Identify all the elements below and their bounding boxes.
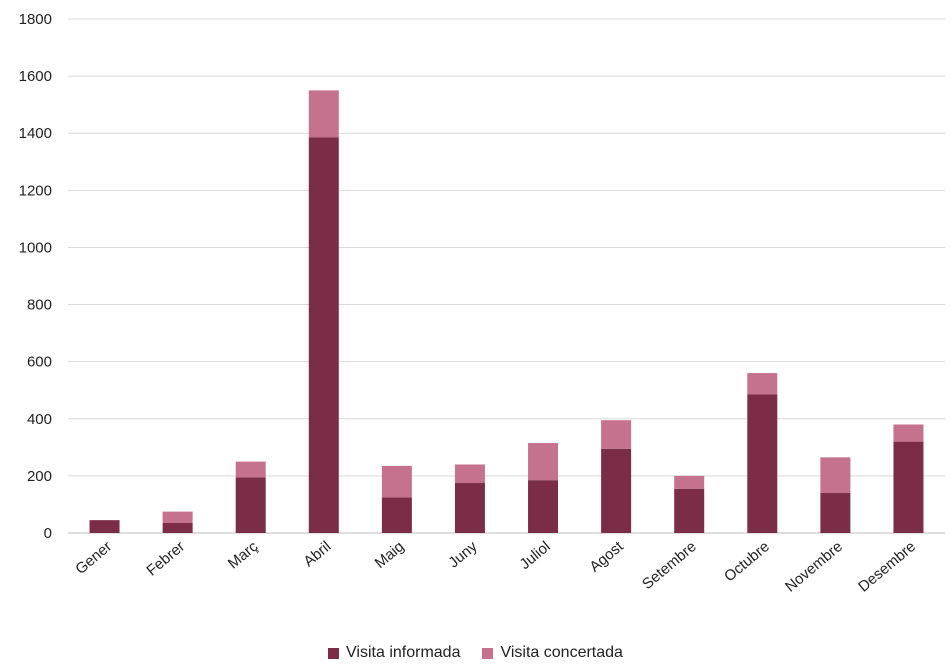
bar-octubre-series-1: [747, 373, 778, 395]
y-tick-label-1800: 1800: [19, 11, 52, 28]
bar-març-series-0: [235, 477, 266, 533]
bar-novembre-series-1: [820, 457, 851, 494]
x-tick-label-febrer: Febrer: [143, 538, 188, 579]
bar-juny-series-0: [454, 483, 485, 533]
bar-desembre-series-0: [893, 441, 924, 533]
x-tick-label-novembre: Novembre: [782, 538, 846, 596]
y-tick-label-800: 800: [27, 297, 52, 314]
y-tick-label-400: 400: [27, 411, 52, 428]
bar-juliol-series-0: [528, 480, 559, 533]
y-tick-label-0: 0: [44, 525, 52, 542]
x-tick-label-juny: Juny: [445, 538, 481, 572]
y-tick-label-1400: 1400: [19, 125, 52, 142]
x-tick-label-agost: Agost: [586, 538, 627, 576]
bar-maig-series-0: [381, 497, 412, 533]
x-tick-label-desembre: Desembre: [855, 538, 919, 596]
bar-abril-series-1: [308, 90, 339, 138]
legend-swatch-concertada: [482, 647, 494, 659]
stacked-bar-chart: 0 200 400 600 800 1000 1200 1400 1600 1800 Gener Fe…: [19, 11, 945, 596]
bar-febrer-series-0: [162, 523, 193, 533]
legend-item-concertada: Visita concertada: [482, 644, 623, 662]
y-tick-label-200: 200: [27, 468, 52, 485]
x-tick-label-març: Març: [225, 538, 262, 573]
bar-juny-series-1: [454, 464, 485, 484]
chart-legend: Visita informada Visita concertada: [0, 644, 951, 662]
bar-agost-series-1: [601, 420, 632, 449]
bar-febrer-series-1: [162, 511, 193, 524]
bar-octubre-series-0: [747, 394, 778, 533]
x-tick-label-abril: Abril: [300, 538, 334, 570]
x-tick-label-maig: Maig: [372, 538, 408, 572]
y-tick-label-1000: 1000: [19, 239, 52, 256]
bar-setembre-series-1: [674, 475, 705, 489]
y-tick-label-1600: 1600: [19, 68, 52, 85]
y-tick-label-1200: 1200: [19, 182, 52, 199]
x-tick-label-juliol: Juliol: [516, 538, 553, 573]
bar-setembre-series-0: [674, 488, 705, 533]
bar-març-series-1: [235, 461, 266, 478]
bar-abril-series-0: [308, 137, 339, 533]
y-tick-label-600: 600: [27, 354, 52, 371]
bar-novembre-series-0: [820, 493, 851, 533]
bar-juliol-series-1: [528, 443, 559, 481]
x-tick-label-setembre: Setembre: [639, 538, 700, 593]
x-tick-label-gener: Gener: [72, 538, 115, 578]
legend-label-concertada: Visita concertada: [500, 644, 623, 661]
legend-item-informada: Visita informada: [328, 644, 460, 662]
bar-agost-series-0: [601, 448, 632, 533]
bar-gener-series-0: [89, 520, 120, 533]
legend-label-informada: Visita informada: [346, 644, 461, 661]
bar-maig-series-1: [381, 465, 412, 498]
legend-swatch-informada: [328, 647, 340, 659]
bar-desembre-series-1: [893, 424, 924, 442]
x-tick-label-octubre: Octubre: [721, 538, 773, 585]
